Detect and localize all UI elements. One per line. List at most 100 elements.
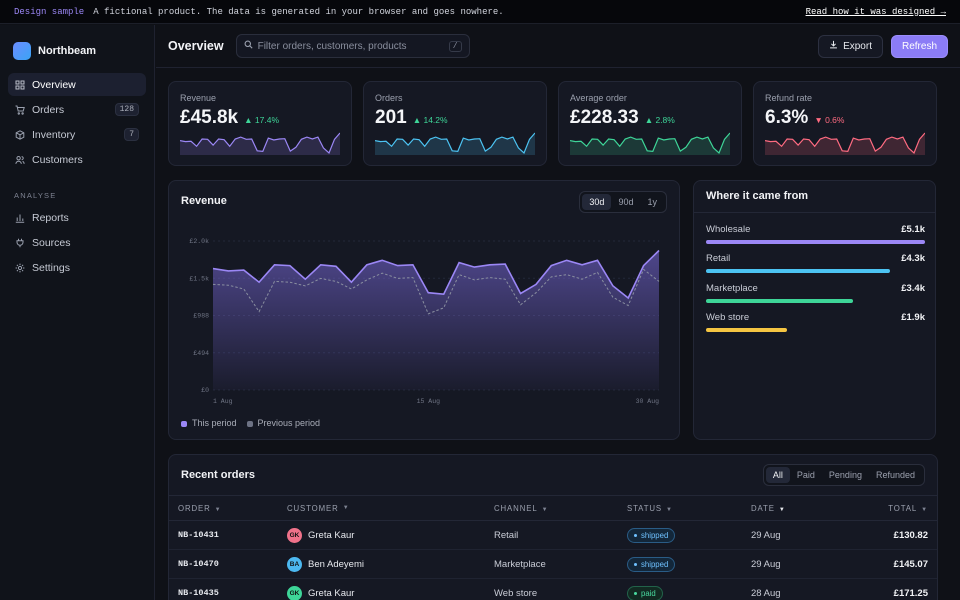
export-button[interactable]: Export <box>818 34 883 58</box>
sparkline-area <box>180 133 340 155</box>
sidebar-item-sources[interactable]: Sources <box>8 231 146 254</box>
column-header-order[interactable]: ORDER ▼ <box>178 504 222 513</box>
source-label: Wholesale <box>706 224 751 235</box>
x-tick-label: 30 Aug <box>636 398 660 405</box>
sidebar-item-settings[interactable]: Settings <box>8 256 146 279</box>
kpi-label: Revenue <box>180 93 217 103</box>
box-icon <box>15 129 25 140</box>
avatar: GK <box>287 585 302 600</box>
range-selector: 30d 90d 1y <box>579 191 667 213</box>
range-30d-tab[interactable]: 30d <box>582 194 612 210</box>
kpi-card-refund-rate: Refund rate 6.3% ▼ 0.6% <box>753 81 937 166</box>
gear-icon <box>15 263 25 273</box>
sidebar-item-inventory[interactable]: Inventory 7 <box>8 123 146 146</box>
sparkline-line <box>375 132 535 155</box>
y-tick-label: £0 <box>201 387 209 394</box>
refresh-button[interactable]: Refresh <box>890 34 948 58</box>
order-id[interactable]: NB-10431 <box>178 530 219 540</box>
brand[interactable]: Northbeam <box>0 25 154 73</box>
sidebar-item-label: Orders <box>32 103 65 116</box>
export-label: Export <box>843 40 872 52</box>
banner-tag: Design sample <box>14 6 85 17</box>
refresh-label: Refresh <box>901 40 937 52</box>
cart-icon <box>15 105 25 115</box>
source-label: Retail <box>706 253 731 264</box>
source-bar <box>706 328 788 332</box>
legend-previous-period: Previous period <box>246 418 320 428</box>
status-cell: shipped <box>627 527 676 543</box>
average-order-sparkline <box>570 132 730 155</box>
demo-banner: Design sample A fictional product. The d… <box>0 0 960 24</box>
table-row[interactable]: NB-10431 GK Greta Kaur Retail shipped 29 … <box>169 521 937 550</box>
sidebar-item-overview[interactable]: Overview <box>8 73 146 96</box>
range-90d-tab[interactable]: 90d <box>618 197 634 207</box>
revenue-chart-title: Revenue <box>181 195 227 207</box>
chart-legend: This period Previous period <box>181 418 330 428</box>
status-badge: paid <box>627 585 663 600</box>
banner-link[interactable]: Read how it was designed → <box>805 6 946 17</box>
kpi-delta: ▲ 14.2% <box>412 115 448 125</box>
range-1y-tab[interactable]: 1y <box>647 197 657 207</box>
filter-refunded-tab[interactable]: Refunded <box>875 470 915 480</box>
kpi-value: £45.8k <box>180 107 239 128</box>
sidebar-item-orders[interactable]: Orders 128 <box>8 98 146 121</box>
sidebar-item-label: Settings <box>32 261 70 274</box>
filter-paid-tab[interactable]: Paid <box>796 470 815 480</box>
legend-swatch <box>246 420 253 427</box>
banner-text: A fictional product. The data is generat… <box>93 6 504 17</box>
order-date: 29 Aug <box>751 558 781 570</box>
this-period-area <box>213 250 659 390</box>
sparkline-line <box>570 132 730 155</box>
filter-pending-tab[interactable]: Pending <box>828 470 862 480</box>
previous-period-line <box>212 268 660 315</box>
column-header-label: DATE <box>751 503 775 513</box>
order-total: £145.07 <box>893 558 928 570</box>
logo-icon <box>13 42 31 60</box>
sidebar-item-label: Sources <box>32 236 71 249</box>
order-total: £171.25 <box>893 587 928 599</box>
filter-all-tab[interactable]: All <box>765 467 790 483</box>
source-amount: £5.1k <box>901 224 925 235</box>
kpi-label: Orders <box>375 93 403 103</box>
search-shortcut-hint: / <box>448 40 462 52</box>
sources-card: Where it came from Wholesale £5.1k Retail… <box>693 180 936 440</box>
order-id[interactable]: NB-10470 <box>178 559 219 569</box>
source-bar <box>706 299 853 303</box>
sort-caret-icon: ▼ <box>921 506 928 513</box>
order-filter-tabs: All Paid Pending Refunded <box>762 464 925 486</box>
search-box[interactable]: / <box>235 34 470 58</box>
order-id[interactable]: NB-10435 <box>178 588 219 598</box>
grid-icon <box>15 80 25 90</box>
table-header: ORDER ▼ CUSTOMER ▼ CHANNEL ▼ STATUS ▼ DATE ▼ … <box>169 495 937 521</box>
column-header-customer[interactable]: CUSTOMER ▼ <box>287 504 350 513</box>
kpi-label: Average order <box>570 93 627 103</box>
channel: Retail <box>494 529 519 541</box>
kpi-value: 6.3% <box>765 107 809 128</box>
source-bar <box>706 240 925 244</box>
sidebar-item-customers[interactable]: Customers <box>8 148 146 171</box>
y-tick-label: £2.0k <box>189 238 209 245</box>
kpi-delta: ▲ 17.4% <box>244 115 280 125</box>
y-tick-label: £1.5k <box>189 275 209 282</box>
analyse-section-label: ANALYSE <box>14 191 57 200</box>
legend-swatch <box>181 420 187 427</box>
kpi-delta: ▼ 0.6% <box>814 115 845 125</box>
analyse-nav: Reports Sources Settings <box>0 206 154 279</box>
x-tick-label: 15 Aug <box>417 398 441 405</box>
table-row[interactable]: NB-10470 BA Ben Adeyemi Marketplace shipp… <box>169 550 937 579</box>
search-input[interactable] <box>257 40 449 52</box>
sidebar-item-label: Inventory <box>32 128 76 141</box>
download-icon <box>829 40 838 52</box>
column-header-channel[interactable]: CHANNEL ▼ <box>494 504 548 513</box>
kpi-card-orders: Orders 201 ▲ 14.2% <box>363 81 547 166</box>
sources-divider <box>694 212 935 213</box>
sort-caret-icon: ▼ <box>666 506 673 513</box>
column-header-total[interactable]: TOTAL ▼ <box>888 504 928 513</box>
sparkline-area <box>570 133 730 155</box>
sidebar-item-reports[interactable]: Reports <box>8 206 146 229</box>
table-row[interactable]: NB-10435 GK Greta Kaur Web store paid 28 … <box>169 579 937 600</box>
column-header-status[interactable]: STATUS ▼ <box>627 504 673 513</box>
order-date: 29 Aug <box>751 529 781 541</box>
column-header-date[interactable]: DATE ▼ <box>751 504 786 513</box>
status-text: paid <box>641 588 656 598</box>
